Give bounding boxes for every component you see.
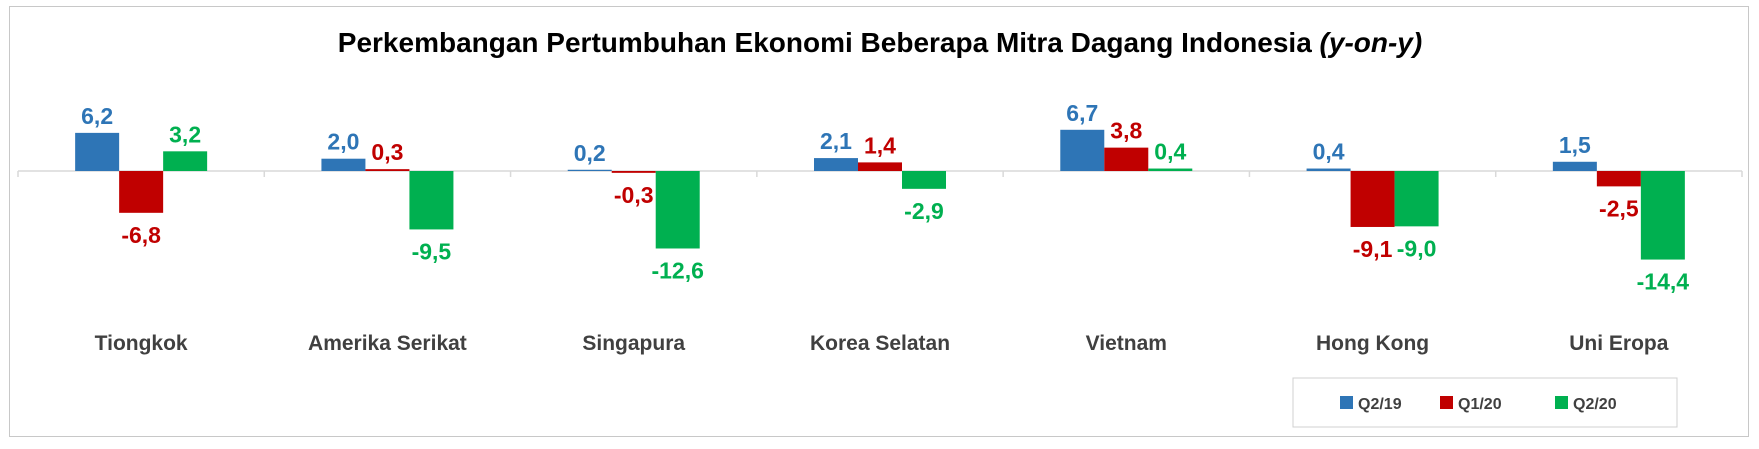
bar bbox=[1596, 171, 1641, 187]
bar bbox=[1552, 161, 1597, 171]
bar bbox=[163, 151, 208, 171]
chart-title: Perkembangan Pertumbuhan Ekonomi Beberap… bbox=[338, 27, 1422, 58]
data-label: -9,0 bbox=[1397, 235, 1437, 261]
data-label: 3,2 bbox=[169, 121, 201, 147]
category-label: Uni Eropa bbox=[1569, 332, 1668, 355]
data-label: 1,4 bbox=[864, 132, 896, 158]
data-label: 2,1 bbox=[820, 128, 852, 154]
legend-swatch bbox=[1440, 396, 1453, 409]
data-label: 0,4 bbox=[1154, 139, 1186, 165]
legend-label: Q2/20 bbox=[1573, 396, 1617, 413]
legend-box bbox=[1292, 377, 1678, 428]
data-label: -14,4 bbox=[1637, 269, 1690, 295]
data-label: 3,8 bbox=[1110, 118, 1142, 144]
data-label: -2,5 bbox=[1599, 195, 1639, 221]
bar bbox=[365, 169, 410, 171]
data-label: 0,2 bbox=[574, 140, 606, 166]
bar bbox=[655, 171, 700, 249]
bar bbox=[1148, 168, 1193, 171]
category-label: Hong Kong bbox=[1316, 332, 1429, 355]
data-label: -0,3 bbox=[614, 182, 654, 208]
bar bbox=[902, 171, 946, 189]
data-label: 2,0 bbox=[327, 129, 359, 155]
bar bbox=[814, 158, 858, 171]
data-label: -9,5 bbox=[412, 238, 452, 264]
category-label: Amerika Serikat bbox=[308, 332, 467, 355]
bar bbox=[1060, 129, 1105, 171]
data-label: -9,1 bbox=[1353, 236, 1393, 262]
bar bbox=[409, 171, 454, 230]
category-label: Tiongkok bbox=[95, 332, 188, 355]
data-label: 0,3 bbox=[371, 139, 403, 165]
legend: Q2/19 Q1/20 Q2/20 bbox=[1292, 377, 1678, 428]
bar bbox=[1350, 171, 1395, 227]
bar bbox=[1306, 168, 1351, 171]
data-label: 6,7 bbox=[1066, 100, 1098, 126]
bar bbox=[858, 162, 902, 171]
bar bbox=[1104, 147, 1149, 171]
category-label: Vietnam bbox=[1086, 332, 1167, 355]
bar bbox=[75, 132, 120, 171]
data-label: -6,8 bbox=[121, 222, 161, 248]
legend-label: Q2/19 bbox=[1358, 396, 1402, 413]
bar bbox=[1394, 171, 1439, 227]
category-labels-layer: Tiongkok Amerika Serikat Singapura Korea Se… bbox=[95, 332, 1669, 355]
data-label: 1,5 bbox=[1559, 132, 1591, 158]
category-label: Korea Selatan bbox=[810, 332, 950, 355]
data-label: 6,2 bbox=[81, 103, 113, 129]
bar bbox=[1640, 171, 1685, 260]
axis-layer bbox=[17, 170, 1743, 177]
data-labels-layer: 6,2 -6,8 3,2 2,0 0,3 -9,5 0,2 -0,3 -12,6 2,1 1,4 -2… bbox=[81, 100, 1689, 295]
category-label: Singapura bbox=[582, 332, 685, 355]
chart-frame bbox=[9, 6, 1749, 437]
bar bbox=[321, 158, 366, 171]
data-label: 0,4 bbox=[1313, 139, 1345, 165]
bars-layer bbox=[75, 129, 1685, 260]
bar bbox=[119, 171, 164, 213]
data-label: -2,9 bbox=[904, 198, 944, 224]
bar bbox=[567, 169, 612, 171]
legend-label: Q1/20 bbox=[1458, 396, 1502, 413]
legend-swatch bbox=[1555, 396, 1568, 409]
data-label: -12,6 bbox=[651, 257, 703, 283]
bar bbox=[611, 171, 656, 173]
legend-swatch bbox=[1340, 396, 1353, 409]
